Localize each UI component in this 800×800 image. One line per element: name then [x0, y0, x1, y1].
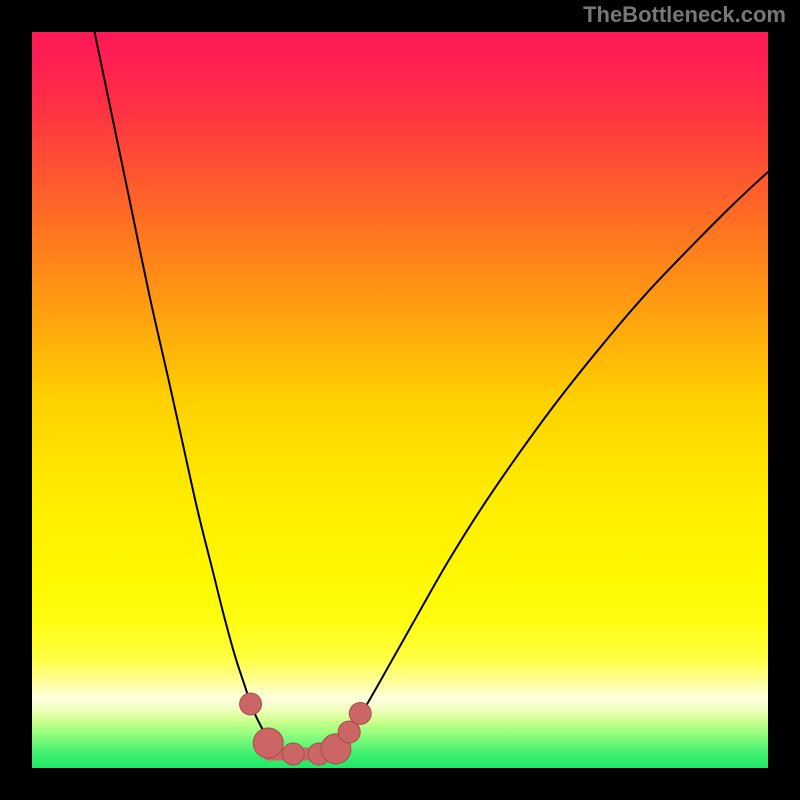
gradient-background	[32, 32, 768, 768]
marker-point	[253, 728, 283, 758]
attribution-text: TheBottleneck.com	[583, 2, 786, 28]
marker-point	[349, 703, 371, 725]
bottleneck-chart	[32, 32, 768, 768]
plot-area	[32, 32, 768, 768]
marker-point	[240, 693, 262, 715]
marker-point	[282, 743, 304, 765]
